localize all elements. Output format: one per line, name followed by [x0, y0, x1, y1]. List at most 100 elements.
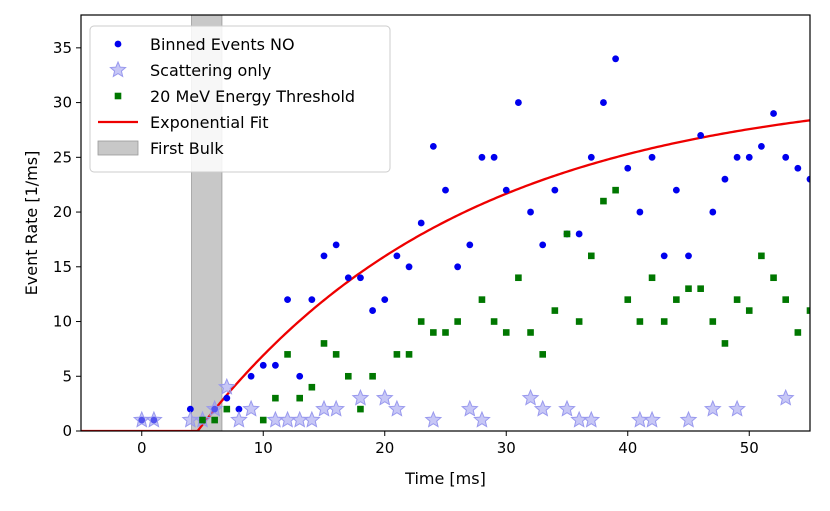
threshold-point	[624, 296, 632, 303]
threshold-point	[223, 405, 231, 413]
binned-event-point	[636, 208, 644, 216]
threshold-point	[320, 340, 328, 347]
scattering-point	[388, 399, 406, 417]
threshold-point	[369, 372, 376, 380]
threshold-point	[600, 197, 607, 205]
scattering-point	[303, 410, 321, 428]
y-tick-label: 0	[62, 422, 72, 440]
binned-event-point	[490, 153, 498, 161]
binned-event-point	[344, 274, 352, 282]
threshold-point	[442, 329, 449, 336]
threshold-point	[332, 351, 340, 358]
binned-event-point	[515, 99, 522, 106]
binned-event-point	[308, 296, 316, 304]
legend: Binned Events NO Scattering only 20 MeV En…	[89, 25, 391, 173]
plot-frame	[80, 14, 811, 432]
threshold-point	[551, 307, 559, 314]
y-tick-label: 30	[53, 94, 72, 112]
threshold-point	[660, 318, 668, 325]
threshold-point	[733, 296, 741, 303]
binned-event-point	[393, 252, 401, 260]
y-tick-label: 35	[53, 39, 72, 57]
threshold-point	[345, 372, 352, 380]
x-tick-label: 0	[137, 439, 147, 457]
threshold-point	[259, 416, 267, 424]
binned-event-point	[442, 186, 449, 194]
y-tick-label: 5	[62, 367, 72, 385]
x-axis-label: Time [ms]	[404, 469, 486, 488]
scattering-point	[327, 399, 345, 417]
threshold-point	[794, 329, 802, 336]
threshold-point	[770, 274, 777, 282]
y-tick-label: 15	[53, 258, 72, 276]
binned-event-point	[272, 361, 279, 369]
threshold-point	[709, 318, 717, 325]
binned-event-point	[758, 142, 765, 150]
binned-event-point	[527, 208, 534, 216]
binned-event-point	[539, 241, 547, 249]
binned-event-point	[478, 153, 486, 161]
scattering-point	[424, 410, 443, 428]
binned-event-point	[575, 230, 583, 238]
binned-event-point	[624, 164, 632, 172]
scattering-point	[728, 399, 746, 417]
binned-event-point	[417, 219, 425, 227]
scattering-point	[582, 410, 601, 428]
scattering-point	[217, 377, 236, 395]
binned-event-point	[794, 164, 802, 172]
legend-label: First Bulk	[150, 139, 224, 158]
scattering-point	[351, 388, 370, 406]
threshold-point	[490, 318, 498, 325]
binned-event-point	[466, 241, 474, 249]
binned-event-point	[405, 263, 413, 271]
threshold-point	[575, 318, 583, 325]
binned-event-point	[612, 55, 619, 63]
binned-event-point	[296, 372, 304, 380]
threshold-point	[272, 394, 279, 402]
threshold-point	[782, 296, 789, 303]
threshold-point	[308, 383, 316, 391]
binned-event-point	[284, 296, 291, 304]
binned-event-point	[600, 99, 607, 106]
threshold-point	[563, 230, 571, 238]
binned-event-point	[332, 241, 340, 249]
scattering-point	[460, 399, 479, 417]
threshold-point	[806, 307, 810, 314]
scattering-point	[558, 399, 576, 417]
threshold-point	[284, 351, 291, 358]
axes: 0 10 20 30 40 50 0 5 10 15 20 25 30 35	[53, 39, 759, 457]
binned-event-point	[247, 372, 255, 380]
binned-event-point	[357, 274, 364, 282]
exponential-fit-line	[81, 119, 810, 431]
binned-event-point	[381, 296, 389, 304]
threshold-point	[296, 394, 303, 402]
binned-event-point	[186, 405, 194, 413]
threshold-point	[405, 351, 413, 358]
x-tick-label: 40	[618, 439, 637, 457]
scattering-point	[533, 399, 552, 417]
scattering-point	[703, 399, 722, 417]
binned-event-point	[320, 252, 328, 260]
scattering-point	[242, 399, 260, 417]
legend-label: Scattering only	[150, 61, 271, 80]
binned-event-point	[685, 252, 692, 260]
threshold-point	[211, 416, 218, 424]
threshold-point	[515, 274, 522, 282]
binned-event-point	[551, 186, 559, 194]
legend-label: Binned Events NO	[150, 35, 295, 54]
scattering-point	[375, 388, 394, 406]
threshold-point	[636, 318, 644, 325]
threshold-point	[648, 274, 656, 282]
legend-label: Exponential Fit	[150, 113, 268, 132]
scattering-point	[776, 388, 795, 406]
binned-event-point	[770, 110, 777, 117]
threshold-point	[539, 351, 546, 358]
threshold-point	[527, 329, 534, 336]
scattering-point	[145, 410, 163, 428]
binned-event-point	[429, 142, 437, 150]
threshold-point	[478, 296, 486, 303]
x-tick-label: 30	[497, 439, 516, 457]
threshold-point	[417, 318, 425, 325]
threshold-point	[588, 252, 595, 260]
threshold-point	[199, 416, 206, 424]
